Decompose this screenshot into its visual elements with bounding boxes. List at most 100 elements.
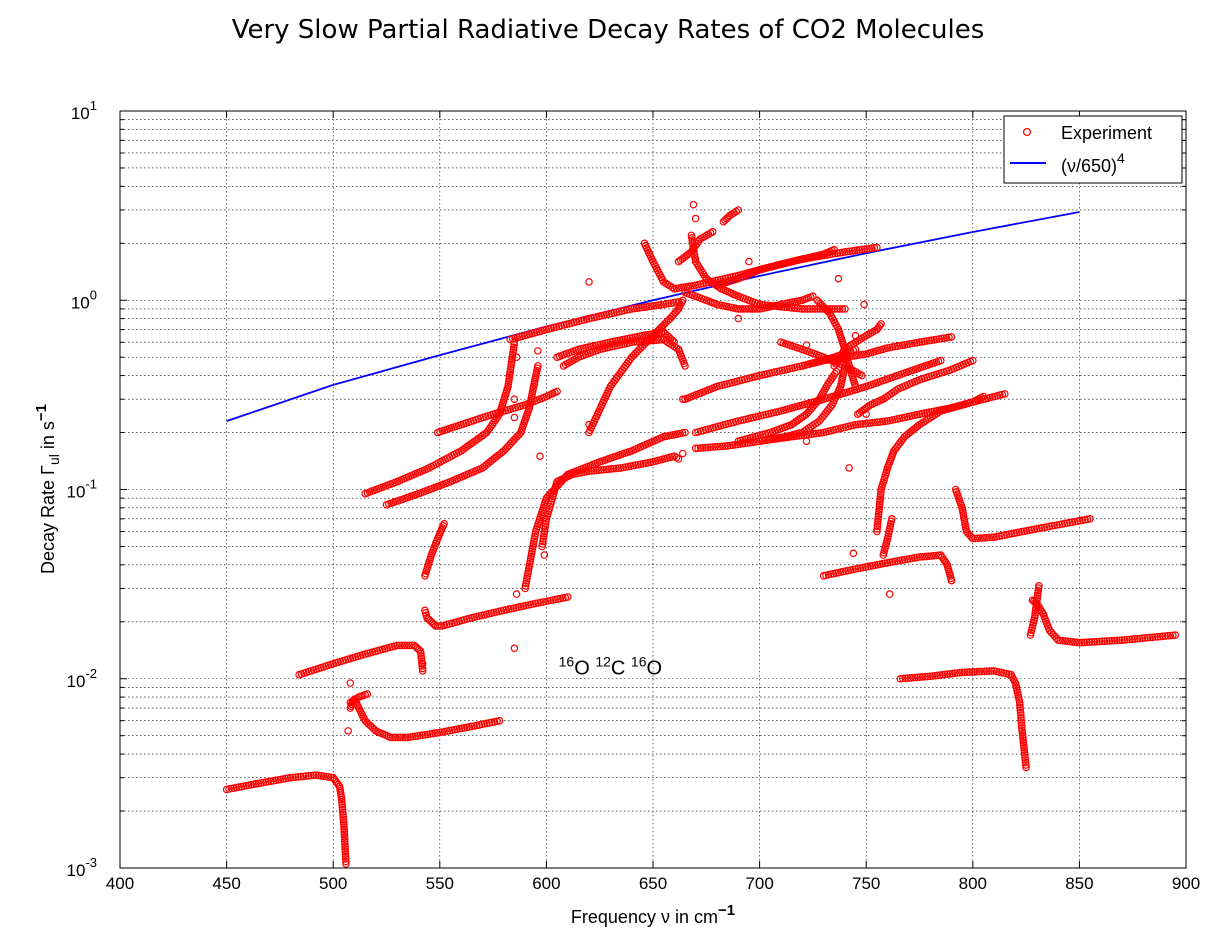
experiment-point bbox=[701, 443, 710, 452]
experiment-point bbox=[599, 465, 608, 474]
experiment-point bbox=[1130, 635, 1139, 643]
experiment-point bbox=[408, 732, 417, 741]
experiment-point bbox=[597, 466, 606, 474]
experiment-point bbox=[973, 667, 981, 676]
experiment-point bbox=[339, 813, 348, 821]
experiment-point bbox=[699, 443, 707, 452]
y-tick-label: 100 bbox=[71, 287, 97, 312]
experiment-point bbox=[1032, 599, 1041, 607]
experiment-point bbox=[338, 803, 347, 811]
experiment-point bbox=[294, 773, 303, 781]
experiment-point bbox=[1031, 606, 1040, 615]
experiment-point bbox=[1100, 637, 1109, 646]
experiment-point bbox=[609, 464, 618, 473]
x-axis-label: Frequency ν in cm−1 bbox=[571, 902, 735, 927]
experiment-point bbox=[1021, 756, 1030, 764]
experiment-point bbox=[1019, 741, 1028, 750]
legend-marker-experiment bbox=[1022, 127, 1032, 137]
experiment-point bbox=[802, 341, 811, 349]
experiment-point bbox=[681, 362, 689, 370]
experiment-point bbox=[1020, 748, 1029, 757]
experiment-point bbox=[1163, 631, 1172, 640]
experiment-point bbox=[802, 437, 811, 446]
experiment-point bbox=[592, 466, 601, 475]
experiment-point bbox=[632, 304, 641, 313]
experiment-point bbox=[753, 305, 762, 313]
experiment-point bbox=[856, 420, 865, 428]
experiment-point bbox=[341, 840, 349, 849]
experiment-point bbox=[1120, 636, 1129, 644]
experiment-point bbox=[585, 467, 593, 476]
experiment-point bbox=[654, 301, 663, 309]
experiment-point bbox=[739, 305, 747, 313]
experiment-point bbox=[1095, 637, 1104, 646]
experiment-point bbox=[963, 668, 971, 677]
experiment-point bbox=[1033, 594, 1042, 602]
experiment-point bbox=[841, 305, 849, 313]
experiment-point bbox=[873, 520, 882, 528]
experiment-point bbox=[536, 452, 544, 461]
experiment-point bbox=[415, 645, 423, 654]
experiment-point bbox=[704, 443, 712, 452]
experiment-point bbox=[983, 533, 991, 542]
experiment-point bbox=[873, 522, 882, 531]
y-axis-label-sub: ul bbox=[46, 454, 62, 465]
annotation-sup: 16 bbox=[631, 654, 647, 670]
experiment-point bbox=[741, 305, 750, 313]
x-tick-label: 500 bbox=[319, 874, 347, 893]
experiment-point bbox=[1118, 636, 1126, 644]
experiment-point bbox=[1086, 514, 1094, 523]
experiment-point bbox=[1110, 636, 1119, 645]
experiment-point bbox=[604, 465, 613, 474]
experiment-point bbox=[1133, 634, 1142, 643]
experiment-point bbox=[435, 622, 444, 630]
experiment-point bbox=[681, 428, 689, 437]
experiment-point bbox=[708, 228, 717, 236]
experiment-point bbox=[338, 798, 346, 806]
y-tick-label: 101 bbox=[71, 98, 97, 123]
experiment-point bbox=[296, 772, 305, 781]
experiment-point bbox=[342, 857, 350, 866]
x-tick-label: 750 bbox=[852, 874, 880, 893]
experiment-point bbox=[870, 244, 879, 252]
legend-label-model-main: (ν/650) bbox=[1061, 156, 1117, 176]
experiment-point bbox=[903, 674, 912, 682]
experiment-point bbox=[1156, 632, 1164, 641]
experiment-point bbox=[291, 773, 300, 782]
experiment-point bbox=[637, 303, 646, 312]
experiment-point bbox=[337, 795, 346, 804]
experiment-point bbox=[845, 464, 853, 472]
experiment-point bbox=[793, 304, 802, 313]
y-axis-label-main: Decay Rate Γ bbox=[38, 465, 58, 574]
y-tick-label-exp: 1 bbox=[90, 98, 97, 113]
experiment-point bbox=[734, 314, 743, 323]
y-tick-label: 10-2 bbox=[67, 666, 97, 691]
experiment-point bbox=[874, 517, 882, 526]
experiment-point bbox=[1161, 632, 1170, 640]
experiment-point bbox=[1078, 516, 1087, 525]
experiment-point bbox=[873, 527, 881, 536]
experiment-point bbox=[563, 593, 572, 601]
experiment-point bbox=[928, 672, 937, 680]
experiment-point bbox=[401, 733, 410, 742]
experiment-point bbox=[746, 305, 754, 313]
experiment-point bbox=[339, 810, 347, 819]
experiment-point bbox=[1016, 708, 1025, 717]
experiment-point bbox=[947, 576, 956, 585]
experiment-point bbox=[654, 336, 663, 344]
experiment-point bbox=[670, 338, 679, 347]
experiment-point bbox=[765, 435, 774, 444]
experiment-point bbox=[1093, 637, 1101, 646]
experiment-point bbox=[929, 551, 938, 560]
y-tick-label-base: 10 bbox=[71, 293, 90, 312]
experiment-point bbox=[736, 305, 745, 313]
experiment-point bbox=[831, 369, 839, 378]
experiment-point bbox=[389, 733, 398, 742]
experiment-point bbox=[1021, 758, 1030, 767]
experiment-point bbox=[920, 552, 929, 561]
y-axis-label: Decay Rate Γul in s−1 bbox=[33, 404, 62, 574]
experiment-point bbox=[515, 430, 523, 439]
experiment-point bbox=[936, 671, 944, 679]
y-tick-label-exp: -3 bbox=[85, 855, 97, 870]
experiment-point bbox=[973, 534, 982, 543]
